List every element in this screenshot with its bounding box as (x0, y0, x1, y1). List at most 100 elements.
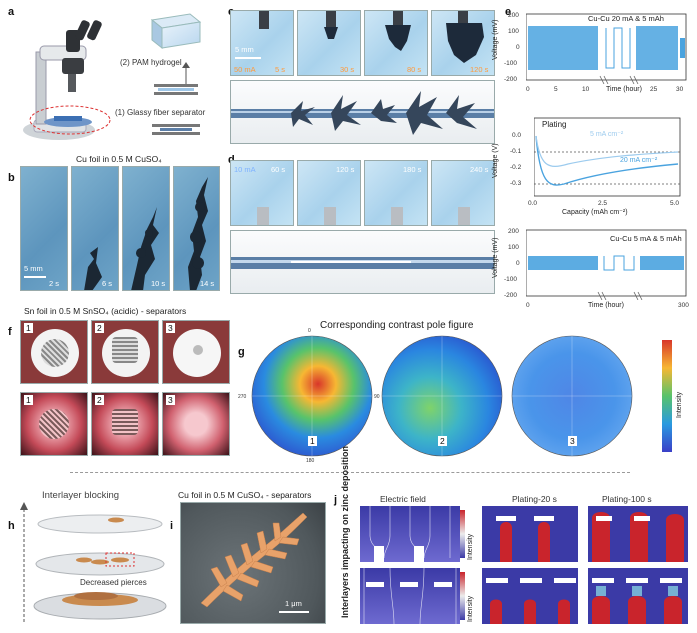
dendrite-2 (84, 247, 102, 290)
f-bot-3: 3 (162, 392, 230, 456)
panel-h-title: Interlayer blocking (42, 490, 120, 501)
e2-title: Plating (542, 120, 567, 129)
e2-series-b: 20 mA cm⁻² (620, 157, 658, 164)
c-dendrite-3 (385, 11, 411, 51)
hydrogel-stack (154, 84, 198, 95)
e2-xtick-2: 5.0 (670, 200, 680, 207)
d-electrode-1 (257, 207, 269, 225)
e2-xtick-1: 2.5 (598, 200, 608, 207)
dendrite-3 (131, 207, 159, 290)
d-frame-2: 120 s (297, 160, 361, 226)
f-top-2-mesh (112, 337, 138, 363)
b-scale: 5 mm (24, 264, 43, 273)
b-time-1: 2 s (49, 279, 60, 288)
d-time-4: 240 s (470, 165, 489, 174)
e1-xtick-0: 0 (526, 86, 530, 93)
b-scale-bar (24, 276, 46, 278)
e3-axes (526, 229, 687, 300)
e2-ylabel: Voltage (V) (492, 143, 499, 178)
d-time-1: 60 s (271, 165, 286, 174)
panel-h-note: Decreased pierces (80, 578, 147, 587)
panel-g-title: Corresponding contrast pole figure (320, 320, 474, 331)
stack-up-arrow (182, 62, 190, 84)
f-top-1-num: 1 (24, 323, 33, 333)
c-time-4: 120 s (470, 65, 489, 74)
e3-ytick-3: -100 (504, 276, 518, 283)
e3-ytick-2: 0 (516, 260, 520, 267)
c-scale-bar (235, 57, 261, 59)
f-top-1-mesh (41, 339, 69, 367)
e1-xtick-2: 10 (582, 86, 590, 93)
panel-i-title: Cu foil in 0.5 M CuSO₄ - separators (178, 490, 312, 500)
f-top-1: 1 (20, 320, 88, 384)
panel-label-i: i (170, 520, 174, 532)
d-electrode-4 (458, 207, 470, 225)
c-frame-2: 30 s (297, 10, 361, 76)
pole-figures (251, 335, 633, 457)
e1-ytick-1: 100 (508, 28, 519, 35)
panel-label-a: a (8, 6, 15, 18)
e1-ytick-0: 200 (508, 12, 519, 19)
e3-ylabel: Voltage (mV) (492, 237, 499, 278)
c-time-1: 5 s (275, 65, 286, 74)
j-col-title-2: Plating-20 s (512, 494, 557, 504)
i-scale-bar (279, 611, 309, 613)
b-frame-2: 6 s (71, 166, 119, 291)
c-scale: 5 mm (235, 45, 254, 54)
f-top-3-spot (193, 345, 203, 355)
e2-xlabel: Capacity (mAh cm⁻²) (562, 209, 628, 216)
panel-f-title: Sn foil in 0.5 M SnSO₄ (acidic) - separa… (24, 306, 187, 316)
e-plot-1: Voltage (mV) 200 100 0 -100 -200 Cu-Cu 2… (492, 6, 694, 108)
c-frame-4: 120 s (431, 10, 495, 76)
c-tube-dendrites (231, 91, 494, 135)
f-top-2: 2 (91, 320, 159, 384)
d-current: 10 mA (234, 165, 256, 174)
d-electrode-2 (324, 207, 336, 225)
h-up-arrow (20, 502, 28, 622)
d-frame-1: 10 mA 60 s (230, 160, 294, 226)
panel-label-g: g (238, 346, 245, 358)
e1-xtick-3: 25 (650, 86, 658, 93)
separator-label: (1) Glassy fiber separator (115, 108, 206, 117)
e1-ytick-4: -200 (504, 76, 518, 83)
e2-ytick-3: -0.3 (510, 180, 522, 187)
b-frame-4: 14 s (173, 166, 220, 291)
f-bot-2-mesh (112, 409, 138, 435)
f-bot-1-num: 1 (24, 395, 33, 405)
f-bot-1: 1 (20, 392, 88, 456)
e2-ytick-1: -0.1 (510, 148, 522, 155)
e1-xtick-1: 5 (554, 86, 558, 93)
f-bot-2: 2 (91, 392, 159, 456)
e-plot-2: Voltage (V) 0.0 -0.1 -0.2 -0.3 Plating 5… (492, 112, 694, 218)
e2-ytick-0: 0.0 (512, 132, 522, 139)
b-frame-3: 10 s (122, 166, 170, 291)
panel-b-title: Cu foil in 0.5 M CuSO₄ (76, 154, 162, 164)
j-col-title-3: Plating-100 s (602, 494, 652, 504)
b-frame-1: 5 mm 2 s (20, 166, 68, 291)
e3-xtick-1: 300 (678, 302, 689, 309)
i-dendrite (200, 512, 308, 608)
panel-label-j: j (334, 494, 338, 506)
b-time-3: 10 s (151, 279, 166, 288)
j-side-label: Interlayers impacting on zinc deposition (340, 445, 350, 618)
j-colorbar-label-1: Intensity (467, 533, 474, 560)
e1-ytick-2: 0 (516, 44, 520, 51)
e3-xlabel: Time (hour) (588, 302, 624, 309)
g-angle-0: 0 (308, 328, 311, 334)
panel-label-f: f (8, 326, 12, 338)
e3-label: Cu-Cu 5 mA & 5 mAh (610, 234, 682, 243)
panel-c-photos: 5 mm 50 mA 5 s 30 s 80 s 120 s (230, 10, 495, 76)
e3-ytick-0: 200 (508, 228, 519, 235)
f-top-2-num: 2 (95, 323, 104, 333)
g-label-2: 2 (438, 436, 447, 446)
dendrite-4 (188, 177, 208, 290)
e2-xtick-0: 0.0 (528, 200, 538, 207)
g-label-1: 1 (308, 436, 317, 446)
e2-axes (534, 117, 681, 197)
e1-ylabel: Voltage (mV) (492, 19, 499, 60)
panel-f-photos: 1 2 3 1 2 3 (20, 320, 230, 458)
c-time-3: 80 s (407, 65, 422, 74)
f-top-3-num: 3 (166, 323, 175, 333)
d-electrode-3 (391, 207, 403, 225)
